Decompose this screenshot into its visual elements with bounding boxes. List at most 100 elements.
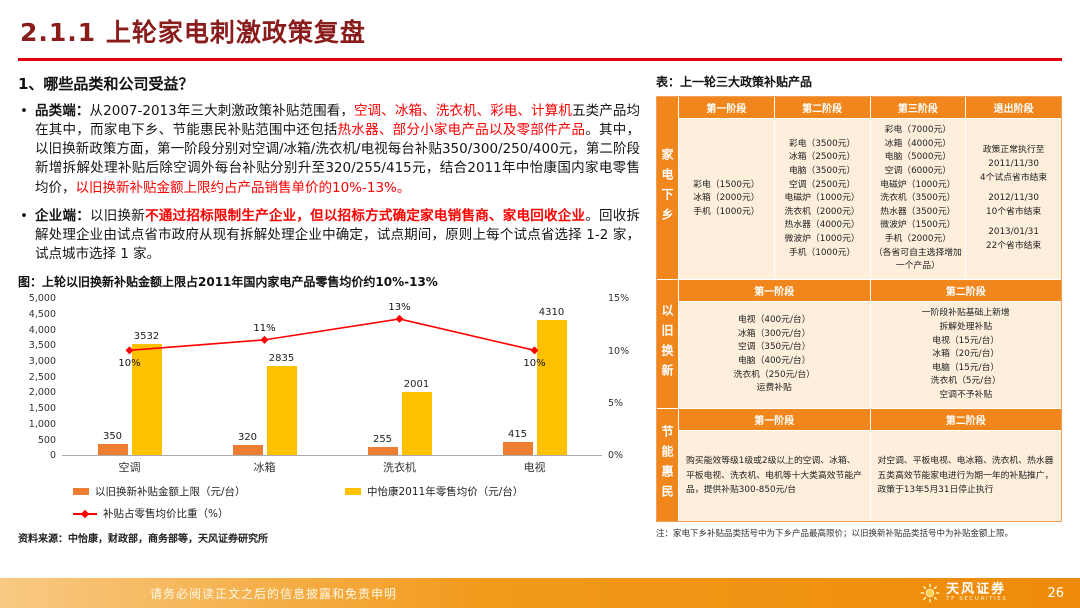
bar-value-label: 255 (372, 434, 393, 446)
legend-item: 以旧换新补贴金额上限（元/台） (73, 484, 345, 499)
brand-text: 天风证券 TF SECURITIES (946, 582, 1008, 603)
right-y-axis: 0% 5% 10% 15% (602, 293, 640, 461)
right-column: 表：上一轮三大政策补贴产品 家电下乡 第一阶段 第二阶段 第三阶段 退出阶段 彩电（150… (656, 69, 1062, 545)
line-point-label: 10% (523, 357, 546, 369)
table-header-cell: 第一阶段 (679, 409, 870, 430)
text-segment: 品类端： (35, 103, 90, 119)
legend-label: 中怡康2011年零售均价（元/台） (367, 486, 524, 499)
text-segment: 以旧换新补贴金额上限约占产品销售单价的10%-13%。 (75, 179, 411, 196)
legend-bar-swatch (73, 488, 89, 496)
y-axis-tick-label: 0 (49, 450, 56, 462)
policy-section-1: 以旧换新 第一阶段 第二阶段 电视（400元/台） 冰箱（300元/台） 空调（350元/… (657, 280, 1061, 408)
table-title: 表：上一轮三大政策补贴产品 (656, 75, 813, 89)
bar-retail-price (266, 366, 297, 456)
page-title: 2.1.1 上轮家电刺激政策复盘 (20, 18, 366, 47)
policy-section-0: 家电下乡 第一阶段 第二阶段 第三阶段 退出阶段 彩电（1500元） 冰箱（2000元） 手机… (657, 97, 1061, 279)
bar-value-label: 4310 (538, 306, 565, 318)
tf-logo-sun-icon (920, 583, 940, 603)
legend-bar-swatch (345, 488, 361, 496)
bar-value-label: 350 (102, 431, 123, 443)
text-segment: 不通过招标限制生产企业，但以招标方式确定家电销售商、家电回收企业 (145, 207, 586, 224)
bar-retail-price (131, 344, 162, 456)
y-axis-tick-label: 1,500 (28, 403, 56, 415)
slide-footer: 请务必阅读正文之后的信息披露和免责申明 天风证券 TF S (0, 578, 1080, 608)
policy-section-2: 节能惠民 第一阶段 第二阶段 购买能效等级1级或2级以上的空调、冰箱、平板电视、洗衣机… (657, 409, 1061, 521)
x-axis-label: 电视 (523, 461, 546, 475)
table-section-label: 家电下乡 (657, 97, 678, 279)
table-header-cell: 第三阶段 (870, 97, 966, 118)
table-header-cell: 第二阶段 (870, 280, 1061, 301)
table-section-label: 以旧换新 (657, 280, 678, 408)
legend-item: 中怡康2011年零售均价（元/台） (345, 484, 617, 499)
subsidy-price-chart: 0 500 1,000 1,500 2,000 2,500 3,000 3,500 4,000 4… (18, 293, 640, 461)
bar-subsidy-cap (232, 445, 263, 456)
bar-retail-price (401, 392, 432, 456)
bar-value-label: 3532 (133, 331, 160, 343)
bar-subsidy-cap (502, 442, 533, 456)
y-axis-tick-label: 500 (37, 434, 56, 446)
bar-subsidy-cap (97, 444, 128, 456)
text-segment: 五类产品均在其中，而家电下乡、节能惠民补贴范围中还包括 (35, 103, 641, 139)
text-segment: 企业端： (35, 207, 91, 224)
text-segment: 热水器、部分小家电产品以及零部件产品 (337, 122, 586, 139)
source-note: 资料来源：中怡康，财政部，商务部等，天风证券研究所 (18, 534, 268, 546)
footer-disclaimer: 请务必阅读正文之后的信息披露和免责申明 (150, 586, 398, 601)
table-header-cell: 第一阶段 (679, 97, 774, 118)
x-axis-label: 冰箱 (253, 461, 276, 475)
x-axis: 空调 冰箱 洗衣机 电视 (18, 456, 640, 475)
left-column: 1、哪些品类和公司受益？ 品类端：从2007-2013年三大刺激政策补贴范围看，… (18, 69, 640, 545)
text-segment: 空调、冰箱、洗衣机、彩电、计算机 (354, 103, 573, 119)
legend-label: 补贴占零售均价比重（%） (103, 508, 229, 521)
bullet-list: 品类端：从2007-2013年三大刺激政策补贴范围看，空调、冰箱、洗衣机、彩电、… (18, 102, 640, 264)
chart-title: 图：上轮以旧换新补贴金额上限占2011年国内家电产品零售均价约10%-13% (18, 275, 438, 290)
bar-value-label: 320 (237, 432, 258, 444)
y-axis-tick-label: 1,000 (28, 418, 56, 430)
section-heading: 1、哪些品类和公司受益？ (18, 75, 194, 93)
trend-line (125, 315, 539, 355)
x-axis-label: 洗衣机 (383, 461, 416, 475)
chart-legend: 以旧换新补贴金额上限（元/台） 中怡康2011年零售均价（元/台） 补贴占零售均价比… (18, 484, 640, 521)
table-header-cell: 退出阶段 (966, 97, 1061, 118)
line-point-label: 11% (253, 323, 276, 335)
chart-plot-area: 350 3532 320 2835 255 2001 415 4310 10% 11% 13% 10% (62, 298, 602, 457)
table-footnote: 注：家电下乡补贴品类括号中为下乡产品最高限价；以旧换新补贴品类括号中为补贴金额上… (656, 529, 1014, 539)
legend-item: 补贴占零售均价比重（%） (73, 506, 345, 521)
line-point-label: 10% (118, 357, 141, 369)
table-cell: 彩电（7000元） 冰箱（4000元） 电脑（5000元） 空调（6000元） 电磁炉（… (870, 119, 966, 279)
slide-content: 1、哪些品类和公司受益？ 品类端：从2007-2013年三大刺激政策补贴范围看，… (0, 61, 1080, 545)
page-number: 26 (1047, 585, 1064, 601)
y-axis-tick-label: 2,000 (28, 387, 56, 399)
text-segment: 。其中，以旧换新政策方面，第一阶段分别对空调/冰箱/洗衣机/电视每台补贴350/… (35, 122, 641, 196)
policy-subsidy-table: 家电下乡 第一阶段 第二阶段 第三阶段 退出阶段 彩电（1500元） 冰箱（2000元） 手机… (656, 96, 1062, 522)
legend-line-swatch (73, 509, 97, 518)
y-axis-tick-label: 4,000 (28, 324, 56, 336)
slide-header: 2.1.1 上轮家电刺激政策复盘 (0, 0, 1080, 49)
text-segment: 从2007-2013年三大刺激政策补贴范围看， (89, 103, 354, 119)
table-header-cell: 第一阶段 (679, 280, 870, 301)
legend-label: 以旧换新补贴金额上限（元/台） (95, 486, 246, 499)
bullet-item-enterprise: 企业端：以旧换新不通过招标限制生产企业，但以招标方式确定家电销售商、家电回收企业… (18, 207, 640, 264)
bar-value-label: 2835 (268, 353, 295, 365)
y-axis-tick-label: 15% (608, 293, 630, 305)
table-cell: 彩电（1500元） 冰箱（2000元） 手机（1000元） (679, 119, 774, 279)
tf-securities-logo: 天风证券 TF SECURITIES (920, 582, 1008, 603)
bar-value-label: 415 (507, 429, 528, 441)
brand-subtitle: TF SECURITIES (946, 596, 1008, 603)
table-cell: 彩电（3500元） 冰箱（2500元） 电脑（3500元） 空调（2500元） 电磁炉（… (774, 119, 870, 279)
y-axis-tick-label: 10% (608, 345, 630, 357)
brand-name: 天风证券 (946, 582, 1007, 598)
left-y-axis: 0 500 1,000 1,500 2,000 2,500 3,000 3,500 4,000 4… (18, 293, 62, 461)
line-point-label: 13% (388, 302, 411, 314)
y-axis-tick-label: 3,500 (28, 340, 56, 352)
y-axis-tick-label: 2,500 (28, 371, 56, 383)
y-axis-tick-label: 4,500 (28, 308, 56, 320)
table-header-cell: 第二阶段 (870, 409, 1061, 430)
table-cell: 政策正常执行至 2011/11/30 4个试点省市结束 2012/11/30 10个省市… (966, 119, 1061, 279)
text-segment: 。回收拆解处理企业由试点省市政府从现有拆解处理企业中确定，试点期间，原则上每个试… (35, 207, 641, 263)
table-cell: 购买能效等级1级或2级以上的空调、冰箱、平板电视、洗衣机、电机等十大类高效节能产… (679, 431, 870, 521)
bar-subsidy-cap (367, 447, 398, 456)
y-axis-tick-label: 0% (608, 450, 624, 462)
bar-value-label: 2001 (403, 379, 430, 391)
y-axis-tick-label: 5,000 (28, 293, 56, 305)
